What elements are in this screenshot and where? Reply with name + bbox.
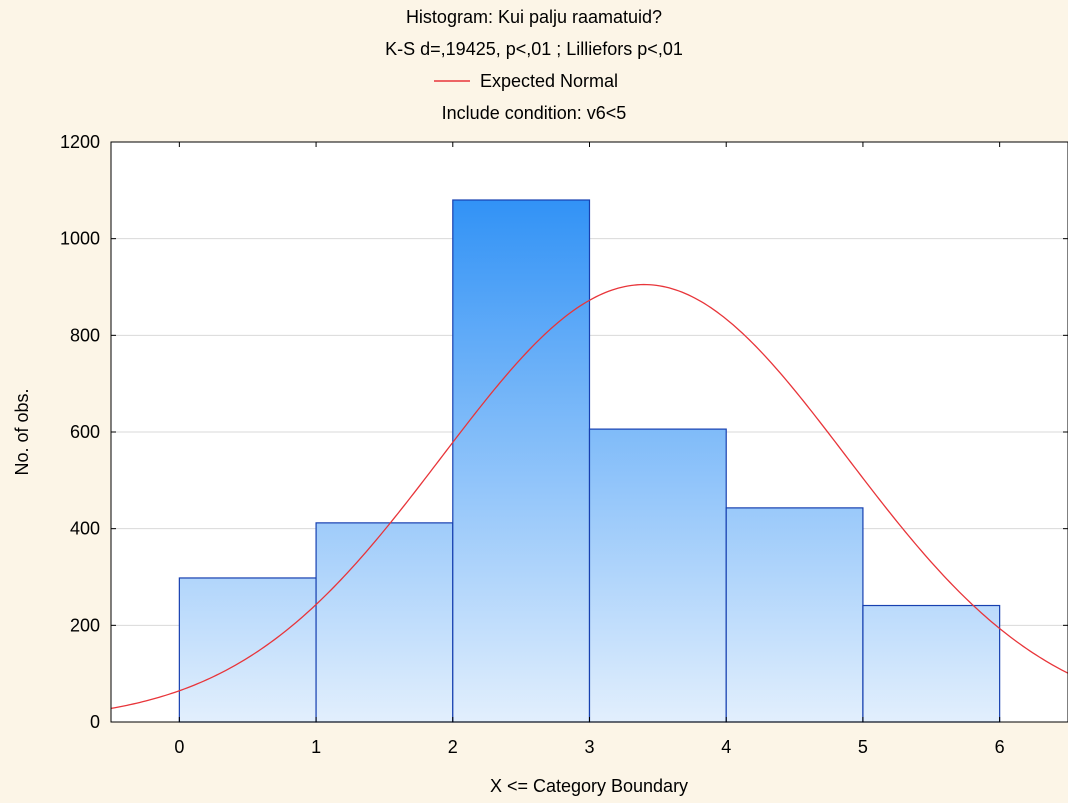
y-tick-label-1: 200 — [70, 615, 100, 635]
chart-subtitle-stats: K-S d=,19425, p<,01 ; Lilliefors p<,01 — [385, 39, 683, 59]
y-tick-label-4: 800 — [70, 325, 100, 345]
x-axis-label: X <= Category Boundary — [490, 776, 688, 796]
histogram-bar-fill-1 — [316, 522, 453, 722]
histogram-bar-fill-4 — [726, 507, 863, 722]
chart-title: Histogram: Kui palju raamatuid? — [406, 7, 662, 27]
y-axis-label: No. of obs. — [12, 388, 32, 475]
histogram-bar-fill-2 — [452, 200, 590, 722]
y-tick-label-3: 600 — [70, 422, 100, 442]
legend-label-expected-normal: Expected Normal — [480, 71, 618, 91]
x-tick-label-2: 2 — [448, 737, 458, 757]
histogram-bar-fill-5 — [862, 605, 1000, 722]
y-tick-label-5: 1000 — [60, 229, 100, 249]
x-tick-label-0: 0 — [174, 737, 184, 757]
y-tick-label-0: 0 — [90, 712, 100, 732]
y-tick-label-2: 400 — [70, 519, 100, 539]
axis-ticks: 0 1 2 3 4 5 6 0 200 400 600 800 1000 1200 — [60, 132, 1068, 757]
x-tick-label-6: 6 — [995, 737, 1005, 757]
include-condition: Include condition: v6<5 — [442, 103, 627, 123]
histogram-bar-fill-3 — [589, 429, 727, 722]
x-tick-label-5: 5 — [858, 737, 868, 757]
y-tick-label-6: 1200 — [60, 132, 100, 152]
histogram-bars — [178, 199, 1001, 723]
x-tick-label-1: 1 — [311, 737, 321, 757]
x-tick-label-4: 4 — [721, 737, 731, 757]
expected-normal-curve — [110, 283, 1068, 710]
histogram-bar-fill-0 — [179, 577, 317, 722]
x-tick-label-3: 3 — [584, 737, 594, 757]
